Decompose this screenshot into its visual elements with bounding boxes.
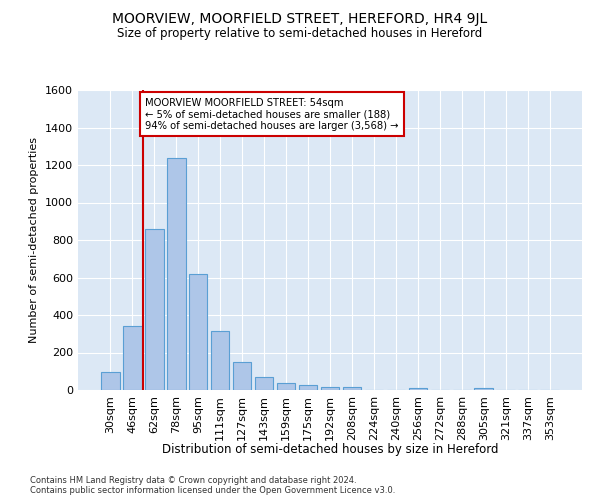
- Bar: [343, 386, 361, 390]
- Bar: [189, 274, 208, 390]
- Bar: [475, 388, 493, 390]
- Bar: [409, 388, 427, 390]
- Bar: [233, 362, 251, 390]
- Text: Distribution of semi-detached houses by size in Hereford: Distribution of semi-detached houses by …: [162, 442, 498, 456]
- Text: MOORVIEW, MOORFIELD STREET, HEREFORD, HR4 9JL: MOORVIEW, MOORFIELD STREET, HEREFORD, HR…: [112, 12, 488, 26]
- Bar: [211, 331, 229, 390]
- Text: Contains public sector information licensed under the Open Government Licence v3: Contains public sector information licen…: [30, 486, 395, 495]
- Bar: [123, 326, 142, 390]
- Bar: [277, 382, 295, 390]
- Bar: [299, 385, 317, 390]
- Bar: [167, 158, 185, 390]
- Bar: [101, 372, 119, 390]
- Bar: [145, 229, 164, 390]
- Text: Contains HM Land Registry data © Crown copyright and database right 2024.: Contains HM Land Registry data © Crown c…: [30, 476, 356, 485]
- Bar: [320, 387, 340, 390]
- Bar: [255, 376, 274, 390]
- Text: Size of property relative to semi-detached houses in Hereford: Size of property relative to semi-detach…: [118, 28, 482, 40]
- Text: MOORVIEW MOORFIELD STREET: 54sqm
← 5% of semi-detached houses are smaller (188)
: MOORVIEW MOORFIELD STREET: 54sqm ← 5% of…: [145, 98, 399, 130]
- Y-axis label: Number of semi-detached properties: Number of semi-detached properties: [29, 137, 40, 343]
